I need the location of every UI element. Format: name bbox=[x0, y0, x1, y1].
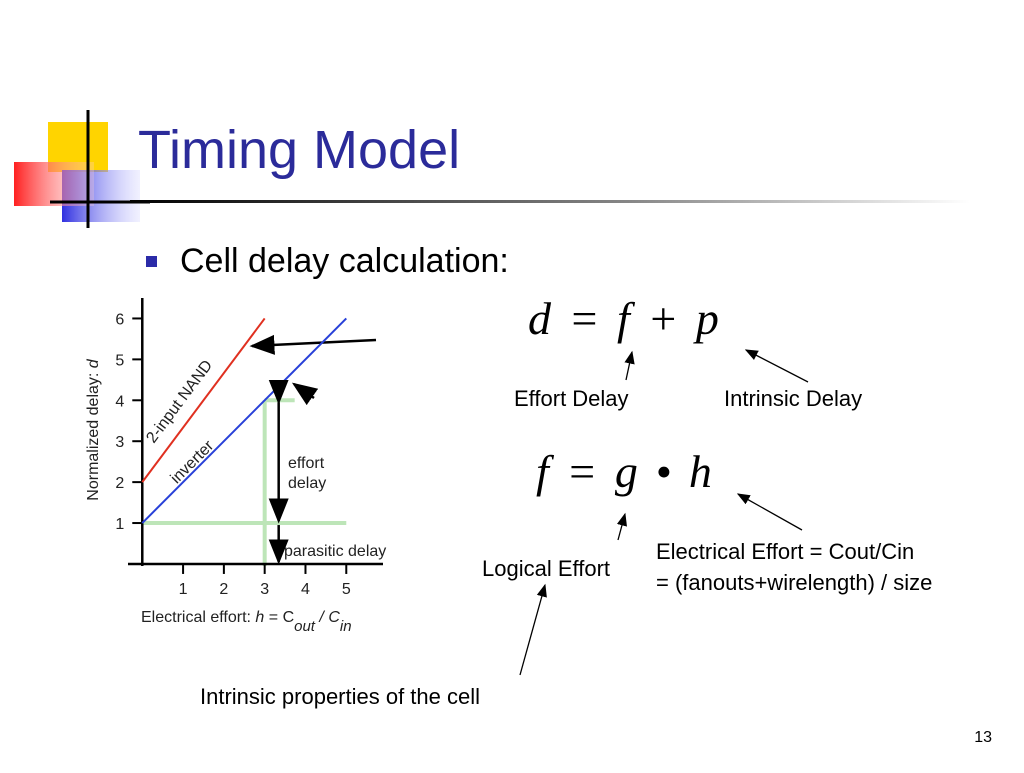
axis-label-part: Electrical effort: bbox=[141, 609, 255, 626]
series-label: inverter bbox=[168, 437, 218, 487]
x-tick-label: 5 bbox=[342, 581, 351, 598]
bullet-text: Cell delay calculation: bbox=[180, 242, 509, 280]
label: Electrical Effort = Cout/Cin bbox=[656, 539, 914, 564]
annotation: delay bbox=[288, 475, 326, 492]
y-tick-label: 3 bbox=[115, 434, 124, 451]
label: Intrinsic properties of the cell bbox=[200, 684, 480, 709]
y-tick-label: 1 bbox=[115, 516, 124, 533]
x-tick-label: 2 bbox=[219, 581, 228, 598]
axis-label-part: in bbox=[340, 618, 352, 635]
annotation: effort bbox=[288, 455, 325, 472]
chart-arrows bbox=[249, 334, 377, 406]
equation: f = g • h bbox=[536, 446, 712, 497]
slide-title: Timing Model bbox=[138, 120, 460, 180]
series-line bbox=[141, 317, 266, 483]
equation: d = f + p bbox=[528, 293, 719, 344]
label: Effort Delay bbox=[514, 386, 629, 411]
series-line bbox=[141, 317, 347, 524]
x-axis-label: Electrical effort: h = Cout / Cin bbox=[141, 609, 352, 635]
y-axis-label: Normalized delay: d bbox=[85, 358, 102, 501]
label: = (fanouts+wirelength) / size bbox=[656, 570, 932, 595]
chart: 1 2 3 4 5 6 1 2 3 4 5 Electrical effort: h = Cout /… bbox=[85, 298, 386, 635]
axis-label-part: / C bbox=[315, 609, 340, 626]
axis-label-part: d bbox=[85, 358, 102, 368]
x-tick-label: 1 bbox=[179, 581, 188, 598]
logo bbox=[14, 110, 150, 228]
x-tick-label: 3 bbox=[260, 581, 269, 598]
y-tick-label: 2 bbox=[115, 475, 124, 492]
annotation: parasitic delay bbox=[284, 543, 386, 560]
title-rule bbox=[130, 200, 970, 203]
label: Intrinsic Delay bbox=[724, 386, 862, 411]
axis-label-part: out bbox=[294, 618, 316, 635]
axis-label-part: = C bbox=[264, 609, 294, 626]
label: Logical Effort bbox=[482, 556, 610, 581]
y-tick-label: 6 bbox=[115, 311, 124, 328]
axis-label-part: Normalized delay: bbox=[85, 368, 102, 501]
y-tick-label: 4 bbox=[115, 393, 124, 410]
bullet-mark bbox=[146, 256, 157, 267]
axis-label-part: h bbox=[255, 609, 264, 626]
arrows bbox=[519, 349, 809, 676]
page-number: 13 bbox=[974, 729, 992, 746]
x-tick-label: 4 bbox=[301, 581, 310, 598]
y-tick-label: 5 bbox=[115, 352, 124, 369]
